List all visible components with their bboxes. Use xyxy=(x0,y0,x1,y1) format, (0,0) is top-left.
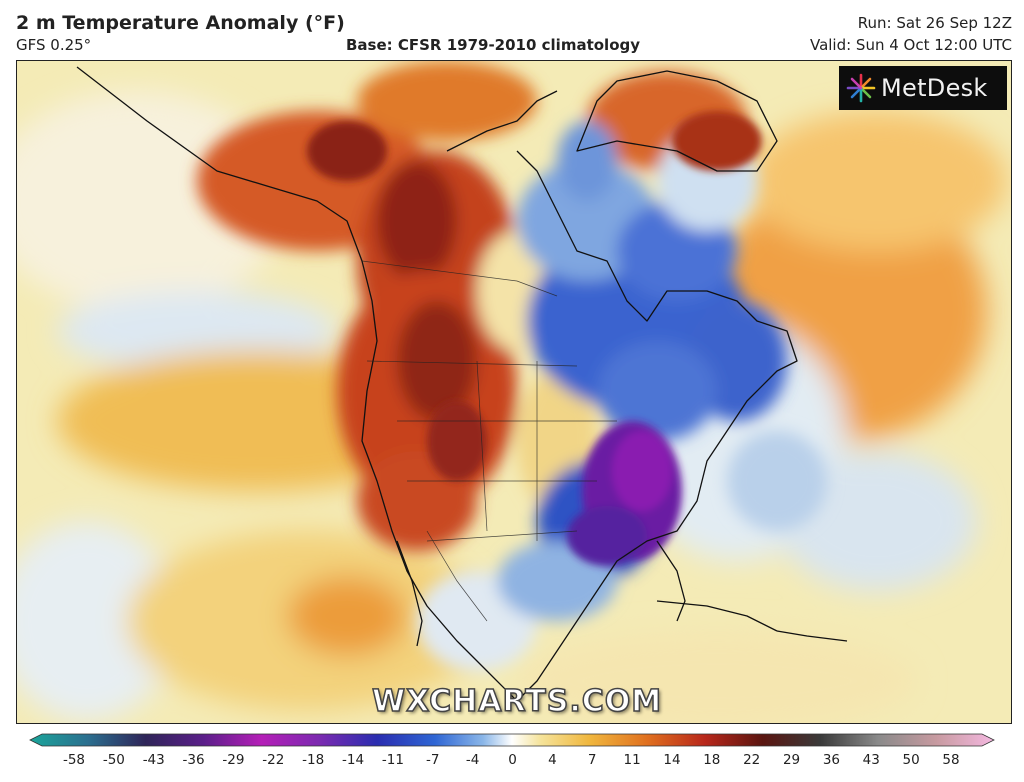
anomaly-field-continent xyxy=(197,61,827,671)
scale-tick-label: 58 xyxy=(942,752,960,768)
scale-tick-label: -29 xyxy=(222,752,245,768)
scale-tick-label: 14 xyxy=(663,752,681,768)
scale-tick-label: 43 xyxy=(862,752,880,768)
anomaly-map-svg xyxy=(17,61,1011,723)
map-title: 2 m Temperature Anomaly (°F) xyxy=(16,12,345,34)
anomaly-map xyxy=(16,60,1012,724)
scale-tick-label: 4 xyxy=(548,752,557,768)
scale-tick-label: -58 xyxy=(62,752,86,768)
scale-tick-label: -7 xyxy=(426,752,440,768)
metdesk-logo-text: MetDesk xyxy=(881,74,988,102)
metdesk-flower-icon xyxy=(846,73,876,103)
anomaly-field-broad xyxy=(17,91,1007,723)
scale-tick-label: -4 xyxy=(465,752,480,768)
scale-tick-label: 0 xyxy=(508,752,517,768)
scale-tick-label: -50 xyxy=(102,752,125,768)
scale-tick-label: 22 xyxy=(743,752,761,768)
wxcharts-watermark: WXCHARTS.COM xyxy=(371,683,663,720)
metdesk-logo: MetDesk xyxy=(839,66,1007,110)
color-scale-bar xyxy=(29,733,995,747)
model-label: GFS 0.25° xyxy=(16,36,92,54)
scale-tick-label: 29 xyxy=(782,752,801,768)
valid-time-label: Valid: Sun 4 Oct 12:00 UTC xyxy=(809,36,1012,54)
scale-tick-label: -18 xyxy=(302,752,325,768)
scale-tick-label: 18 xyxy=(703,752,721,768)
borders xyxy=(361,260,617,622)
scale-tick-label: -14 xyxy=(342,752,365,768)
coastlines xyxy=(76,66,848,702)
scale-tick-label: 11 xyxy=(623,752,641,768)
scale-tick-label: 36 xyxy=(822,752,840,768)
scale-tick-label: -22 xyxy=(262,752,285,768)
scale-tick-label: -11 xyxy=(381,752,404,768)
run-time-label: Run: Sat 26 Sep 12Z xyxy=(857,14,1012,32)
scale-tick-label: 7 xyxy=(587,752,597,768)
anomaly-field-core xyxy=(307,111,762,566)
scale-tick-label: -36 xyxy=(182,752,205,768)
scale-tick-label: -43 xyxy=(142,752,165,768)
scale-tick-label: 50 xyxy=(902,752,920,768)
base-climatology-label: Base: CFSR 1979-2010 climatology xyxy=(346,36,641,54)
